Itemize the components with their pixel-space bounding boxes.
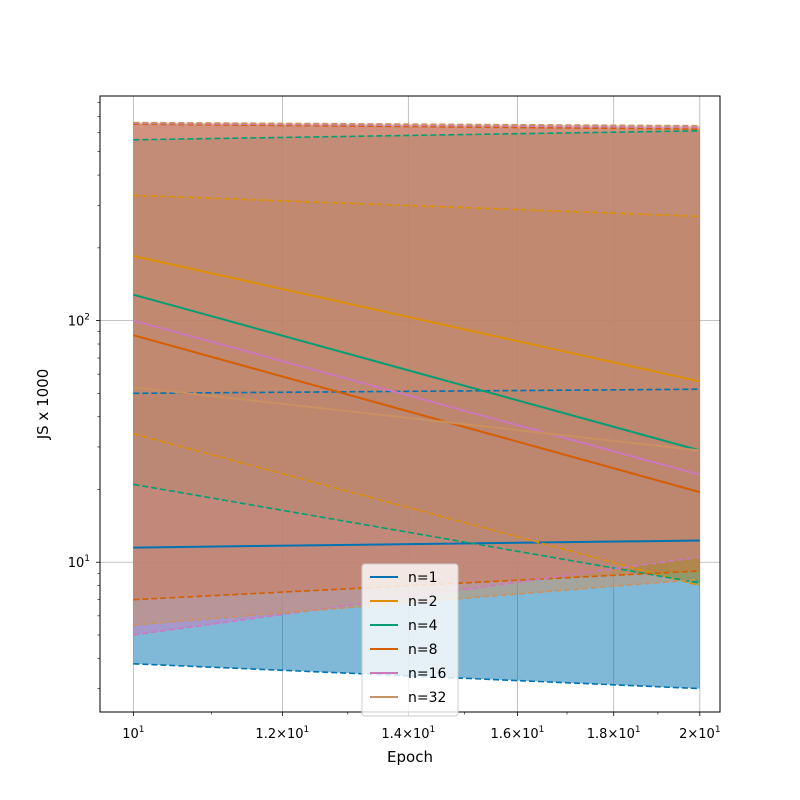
x-tick-label: 1.2×101 [255, 725, 309, 742]
lower-line-n=2 [133, 433, 701, 587]
mean-line-n=4 [133, 293, 701, 452]
upper-line-n=4 [133, 130, 700, 141]
legend-label-n=8: n=8 [408, 642, 438, 658]
y-axis-label: JS x 1000 [34, 369, 52, 441]
lower-line-n=4 [133, 483, 700, 584]
legend: n=1 n=2 n=4 n=8 n=16 n=32 [361, 563, 459, 717]
y-tick-label: 101 [68, 554, 90, 571]
legend-label-n=1: n=1 [408, 570, 438, 586]
x-tick-label: 101 [122, 725, 144, 742]
confidence-bands [133, 122, 700, 689]
band-n=32 [133, 122, 700, 625]
mean-line-n=2 [133, 255, 701, 383]
lower-line-n=16 [133, 556, 700, 636]
series-lines [133, 121, 701, 690]
mean-line-n=32 [133, 386, 700, 452]
mean-line-n=16 [133, 319, 701, 476]
legend-label-n=16: n=16 [408, 666, 447, 682]
upper-line-n=2 [133, 194, 700, 218]
legend-label-n=2: n=2 [408, 594, 438, 610]
x-tick-label: 2×101 [679, 725, 720, 742]
x-tick-label: 1.4×101 [381, 725, 435, 742]
legend-label-n=32: n=32 [408, 690, 446, 706]
upper-line-n=32 [133, 121, 700, 127]
x-axis-label: Epoch [387, 748, 433, 766]
upper-line-n=8 [133, 123, 700, 130]
legend-label-n=4: n=4 [408, 618, 438, 634]
x-tick-label: 1.6×101 [491, 725, 545, 742]
mean-line-n=8 [133, 334, 701, 494]
mean-line-n=1 [133, 539, 700, 549]
y-tick-label: 102 [68, 313, 90, 330]
x-tick-label: 1.8×101 [587, 725, 641, 742]
axis-ticks: 101 1.2×101 1.4×101 1.6×101 1.8×101 2×101 101 1… [68, 102, 721, 742]
upper-line-n=1 [133, 388, 700, 395]
upper-line-n=16 [133, 122, 700, 129]
